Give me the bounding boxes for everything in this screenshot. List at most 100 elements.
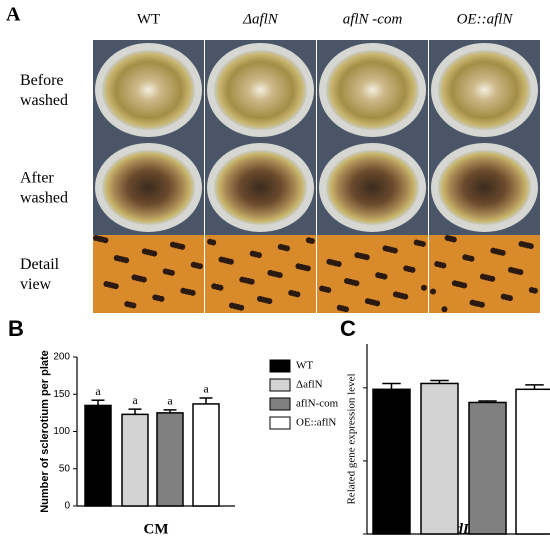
sclerotium xyxy=(402,293,409,300)
x-axis-label: CM xyxy=(144,521,169,537)
row-label-line: After xyxy=(20,169,54,186)
legend-swatch xyxy=(269,397,291,411)
sclerotium xyxy=(325,286,332,293)
colony xyxy=(214,150,307,225)
bar xyxy=(372,388,411,535)
legend-swatch xyxy=(269,378,291,392)
colony xyxy=(214,50,307,130)
column-label: ΔaflN xyxy=(242,11,279,27)
row-label-line: Detail xyxy=(20,256,60,273)
sclerotium xyxy=(409,266,416,273)
sclerotium xyxy=(276,272,283,279)
row-label-line: view xyxy=(20,276,52,293)
sclerotium xyxy=(304,265,311,272)
sclerotium xyxy=(489,275,496,282)
sclerotium xyxy=(102,237,109,244)
colony xyxy=(326,150,419,225)
row-label: After washed xyxy=(20,169,68,206)
legend-label: OE::aflN xyxy=(296,417,336,429)
sclerotium xyxy=(284,245,291,252)
detail-bg xyxy=(93,235,204,313)
colony xyxy=(326,50,419,130)
legend-label: WT xyxy=(296,360,313,372)
y-axis-label: Number of sclerotium per plate xyxy=(39,350,51,513)
sclerotium xyxy=(468,255,475,262)
y-tick-label: 100 xyxy=(53,426,70,437)
sclerotium xyxy=(189,289,196,296)
significance-label: a xyxy=(95,384,101,398)
sclerotium xyxy=(527,243,534,250)
bar xyxy=(515,388,550,535)
bar xyxy=(468,401,507,535)
sclerotium xyxy=(168,269,175,276)
y-tick-label: 0 xyxy=(64,501,70,512)
sclerotium xyxy=(531,287,538,294)
row-label-line: washed xyxy=(20,92,68,109)
sclerotium xyxy=(308,237,315,244)
sclerotium xyxy=(506,295,513,302)
sclerotium xyxy=(430,288,437,295)
sclerotium xyxy=(420,284,427,291)
sclerotium xyxy=(112,283,119,290)
panel-label: A xyxy=(6,4,21,26)
sclerotium xyxy=(210,239,217,246)
row-label: Detail view xyxy=(20,256,60,293)
column-label: OE::aflN xyxy=(457,11,514,27)
sclerotium xyxy=(130,302,137,309)
sclerotium xyxy=(450,236,457,243)
y-axis-label: Related gene expression level xyxy=(346,373,358,504)
row-label-line: Before xyxy=(20,72,64,89)
significance-label: a xyxy=(132,393,138,407)
sclerotium xyxy=(140,276,147,283)
sclerotium xyxy=(461,282,468,289)
sclerotium xyxy=(342,306,349,313)
sclerotium xyxy=(294,291,301,298)
legend-label: aflN-com xyxy=(296,398,339,410)
sclerotium xyxy=(363,254,370,261)
colony xyxy=(102,150,195,225)
bar xyxy=(192,403,220,507)
sclerotium xyxy=(391,247,398,254)
sclerotium xyxy=(255,252,262,259)
bar xyxy=(156,412,184,507)
panel-label: C xyxy=(340,316,356,341)
y-tick-label: 50 xyxy=(59,463,71,474)
y-tick-label: 200 xyxy=(53,352,70,363)
significance-label: a xyxy=(203,382,209,396)
sclerotium xyxy=(196,263,203,270)
sclerotium xyxy=(179,243,186,250)
column-label: aflN -com xyxy=(343,11,403,27)
significance-label: a xyxy=(167,394,173,408)
bar xyxy=(420,382,459,535)
sclerotium xyxy=(517,269,524,276)
colony xyxy=(102,50,195,130)
row-label: Before washed xyxy=(20,72,68,109)
sclerotium xyxy=(335,260,342,267)
sclerotium xyxy=(440,262,447,269)
sclerotium xyxy=(419,240,426,247)
sclerotium xyxy=(248,278,255,285)
sclerotium xyxy=(238,304,245,311)
bar xyxy=(84,404,112,507)
sclerotium xyxy=(353,280,360,287)
legend-swatch xyxy=(269,416,291,430)
y-tick-label: 150 xyxy=(53,389,70,400)
sclerotium xyxy=(266,298,273,305)
sclerotium xyxy=(478,301,485,308)
colony xyxy=(438,50,531,130)
colony xyxy=(438,150,531,225)
column-label: WT xyxy=(137,11,160,27)
sclerotium xyxy=(381,273,388,280)
panel-label: B xyxy=(8,316,24,341)
sclerotium xyxy=(151,250,158,257)
row-label-line: washed xyxy=(20,189,68,206)
sclerotium xyxy=(499,249,506,256)
sclerotium xyxy=(227,258,234,265)
charts: B Number of sclerotium per plate CM 0 50 100 1… xyxy=(8,316,550,537)
sclerotium xyxy=(123,257,130,264)
sclerotium xyxy=(158,295,165,302)
sclerotium xyxy=(374,300,381,307)
sclerotium xyxy=(441,306,448,313)
